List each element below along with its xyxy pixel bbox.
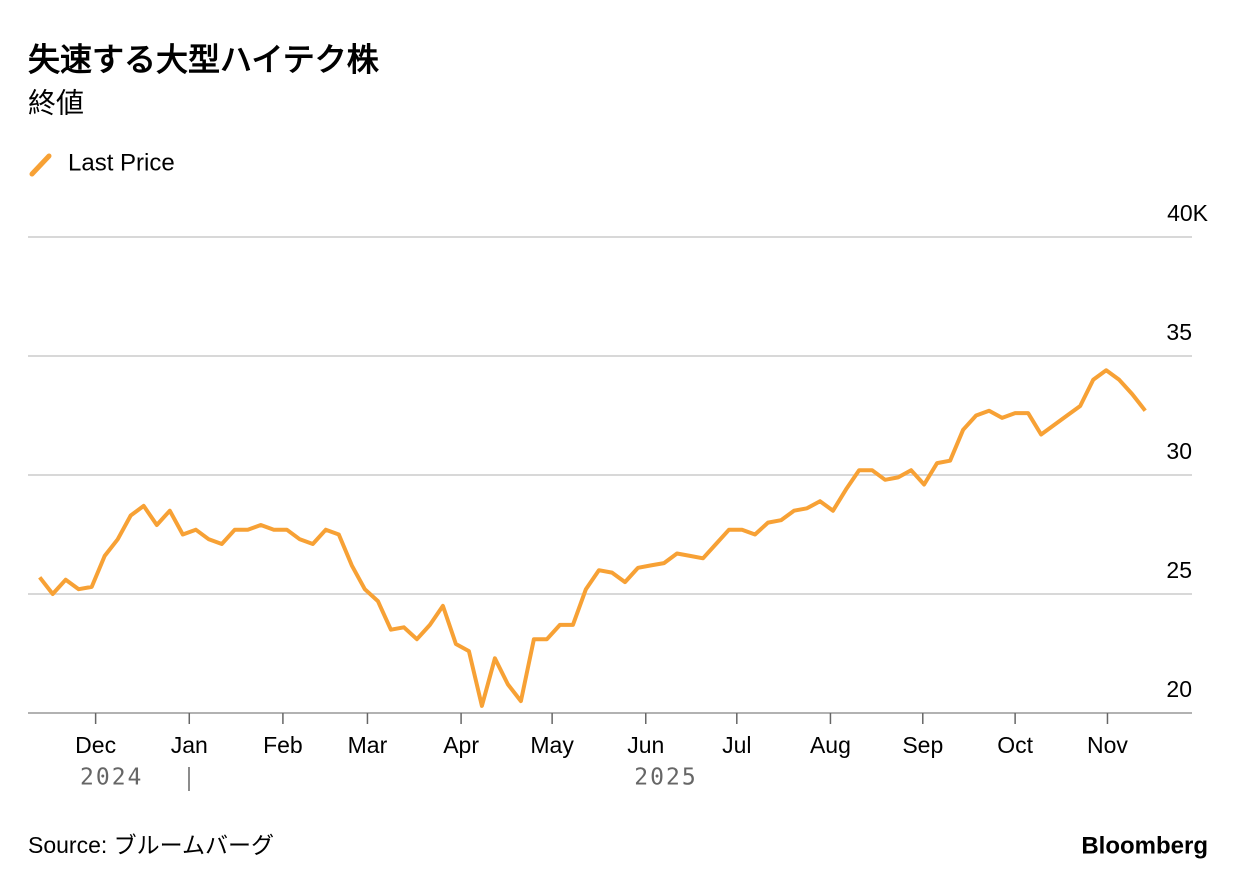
year-label: 2024: [80, 765, 143, 791]
year-label: 2025: [634, 765, 697, 791]
price-line: [38, 368, 1147, 708]
x-tick-label: Jul: [722, 732, 751, 758]
y-tick-label: 35: [1166, 319, 1192, 345]
x-tick-label: Jan: [171, 732, 208, 758]
x-tick-label: Nov: [1087, 732, 1128, 758]
source: Source: ブルームバーグ: [28, 832, 274, 858]
x-tick-label: Apr: [443, 732, 479, 758]
x-tick-label: Feb: [263, 732, 303, 758]
y-tick-label: 40K: [1167, 200, 1209, 226]
x-tick-label: Jun: [627, 732, 664, 758]
x-tick-label: May: [530, 732, 574, 758]
y-tick-label: 30: [1166, 438, 1192, 464]
legend-label: Last Price: [68, 149, 175, 176]
x-tick-label: Sep: [902, 732, 943, 758]
x-tick-label: Oct: [997, 732, 1033, 758]
chart-subtitle: 終値: [28, 87, 84, 118]
x-tick-label: Aug: [810, 732, 851, 758]
x-tick-label: Mar: [348, 732, 388, 758]
brand: Bloomberg: [1081, 832, 1208, 859]
chart-title: 失速する大型ハイテク株: [28, 41, 380, 77]
legend-swatch: [29, 153, 52, 177]
y-tick-label: 20: [1166, 676, 1192, 702]
y-tick-label: 25: [1166, 557, 1192, 583]
x-tick-label: Dec: [75, 732, 116, 758]
